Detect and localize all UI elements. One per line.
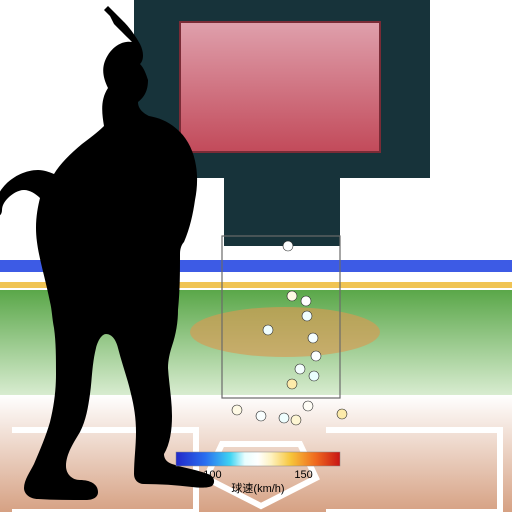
pitch-location-chart: 100 150 球速(km/h) [0, 0, 512, 512]
pitch-marker [287, 291, 297, 301]
pitch-marker [279, 413, 289, 423]
pitch-marker [256, 411, 266, 421]
pitch-marker [309, 371, 319, 381]
legend-title: 球速(km/h) [231, 481, 284, 495]
pitch-marker [301, 296, 311, 306]
pitch-marker [291, 415, 301, 425]
pitch-marker [311, 351, 321, 361]
legend-tick-label: 100 [203, 469, 221, 481]
legend-tick-label: 150 [294, 469, 312, 481]
pitch-marker [337, 409, 347, 419]
pitch-marker [232, 405, 242, 415]
scoreboard-screen [180, 22, 380, 152]
pitch-marker [287, 379, 297, 389]
pitch-marker [303, 401, 313, 411]
pitch-marker [302, 311, 312, 321]
pitch-marker [295, 364, 305, 374]
pitch-marker [263, 325, 273, 335]
pitch-marker [308, 333, 318, 343]
pitchers-mound [190, 307, 380, 357]
pitch-marker [283, 241, 293, 251]
